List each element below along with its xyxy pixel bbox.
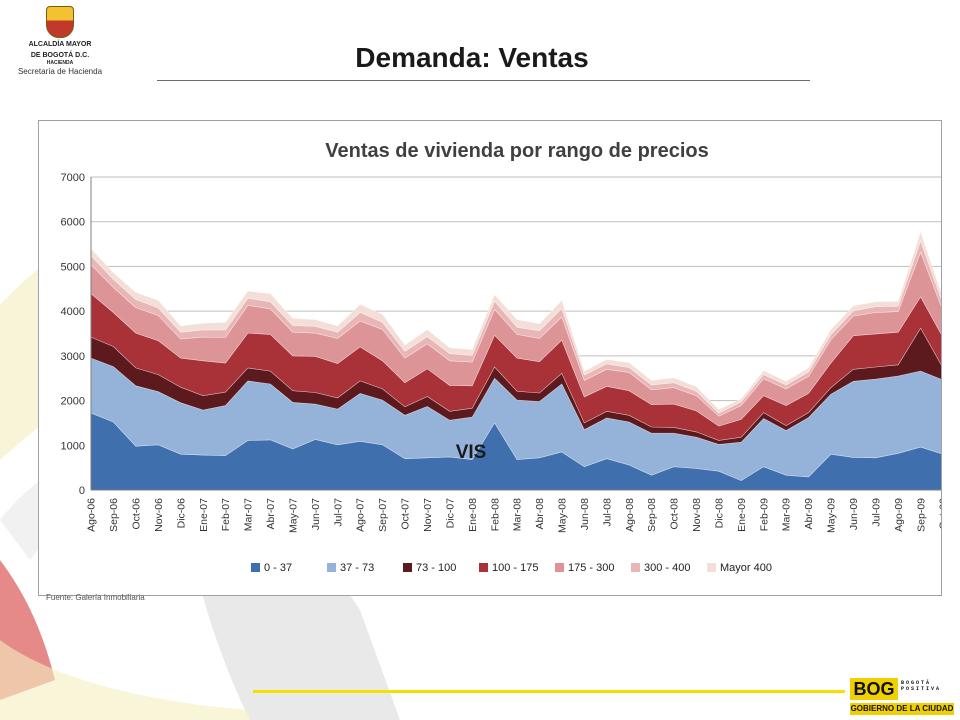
x-tick-label-27: Nov-08	[691, 498, 703, 532]
x-tick-label-36: Ago-09	[893, 498, 905, 532]
chart-title: Ventas de vivienda por rango de precios	[325, 140, 708, 162]
legend-label-4: 175 - 300	[568, 562, 614, 574]
legend-swatch-3	[479, 563, 488, 572]
legend-swatch-2	[403, 563, 412, 572]
x-tick-label-22: Jun-08	[579, 498, 591, 530]
legend-swatch-6	[707, 563, 716, 572]
x-tick-label-32: Abr-09	[803, 498, 815, 530]
x-tick-label-11: Jul-07	[332, 498, 344, 527]
y-tick-label-4: 4000	[61, 306, 85, 318]
logo-line-4: Secretaría de Hacienda	[17, 67, 103, 76]
legend-label-3: 100 - 175	[492, 562, 538, 574]
legend-swatch-0	[251, 563, 260, 572]
x-tick-label-34: Jun-09	[848, 498, 860, 530]
x-tick-label-15: Nov-07	[422, 498, 434, 532]
y-tick-label-7: 7000	[61, 172, 85, 184]
x-tick-label-26: Oct-08	[669, 498, 681, 530]
slide-title: Demanda: Ventas	[355, 42, 589, 73]
x-tick-label-12: Ago-07	[355, 498, 367, 532]
x-tick-label-35: Jul-09	[870, 498, 882, 527]
footer-divider	[253, 690, 845, 693]
x-tick-label-10: Jun-07	[310, 498, 322, 530]
x-tick-label-3: Nov-06	[153, 498, 165, 532]
x-tick-label-31: Mar-09	[781, 498, 793, 531]
x-tick-label-4: Dic-06	[175, 498, 187, 529]
x-tick-label-19: Mar-08	[512, 498, 524, 531]
legend-label-0: 0 - 37	[264, 562, 292, 574]
x-tick-label-18: Feb-08	[489, 498, 501, 531]
y-tick-label-1: 1000	[61, 440, 85, 452]
brand-sub: GOBIERNO DE LA CIUDAD	[850, 703, 954, 715]
x-tick-label-0: Ago-06	[86, 498, 98, 532]
legend-swatch-1	[327, 563, 336, 572]
x-tick-label-38: Oct-09	[938, 498, 941, 530]
alcaldia-logo: ALCALDÍA MAYOR DE BOGOTÁ D.C. HACIENDA S…	[6, 6, 114, 92]
brand-side: BOGOTÁ POSITIVA	[901, 680, 942, 692]
x-tick-label-29: Ene-09	[736, 498, 748, 532]
x-tick-label-13: Sep-07	[377, 498, 389, 532]
chart-frame: Ventas de vivienda por rango de precios 0…	[38, 120, 942, 596]
legend-label-2: 73 - 100	[416, 562, 456, 574]
brand-main: BOG	[850, 678, 898, 700]
x-tick-label-1: Sep-06	[108, 498, 120, 532]
x-tick-label-24: Ago-08	[624, 498, 636, 532]
x-tick-label-14: Oct-07	[400, 498, 412, 530]
legend-swatch-5	[631, 563, 640, 572]
x-tick-label-6: Feb-07	[220, 498, 232, 531]
y-tick-label-0: 0	[79, 485, 85, 497]
legend-swatch-4	[555, 563, 564, 572]
x-tick-label-9: May-07	[287, 498, 299, 533]
logo-line-2: DE BOGOTÁ D.C.	[30, 52, 90, 59]
x-tick-label-21: May-08	[557, 498, 569, 533]
bogota-positiva-logo: BOG BOGOTÁ POSITIVA GOBIERNO DE LA CIUDA…	[850, 678, 954, 716]
x-tick-label-7: Mar-07	[243, 498, 255, 531]
legend-label-1: 37 - 73	[340, 562, 374, 574]
logo-line-1: ALCALDÍA MAYOR	[28, 41, 92, 48]
coat-of-arms-icon	[46, 6, 74, 38]
x-tick-label-37: Sep-09	[915, 498, 927, 532]
x-tick-label-17: Ene-08	[467, 498, 479, 532]
x-tick-label-5: Ene-07	[198, 498, 210, 532]
vis-annotation: VIS	[456, 442, 487, 463]
x-tick-label-8: Abr-07	[265, 498, 277, 530]
y-tick-label-6: 6000	[61, 217, 85, 229]
y-tick-label-2: 2000	[61, 396, 85, 408]
x-tick-label-25: Sep-08	[646, 498, 658, 532]
x-tick-label-23: Jul-08	[601, 498, 613, 527]
logo-line-3: HACIENDA	[46, 60, 74, 66]
legend-label-6: Mayor 400	[720, 562, 772, 574]
source-note: Fuente: Galería Inmobiliaria	[46, 593, 145, 602]
y-tick-label-5: 5000	[61, 261, 85, 273]
x-tick-label-2: Oct-06	[131, 498, 143, 530]
y-tick-label-3: 3000	[61, 351, 85, 363]
area-series-6	[90, 231, 941, 414]
legend-label-5: 300 - 400	[644, 562, 690, 574]
x-tick-label-30: Feb-09	[758, 498, 770, 531]
stacked-area-chart: Ventas de vivienda por rango de precios 0…	[61, 140, 941, 574]
x-tick-label-28: Dic-08	[713, 498, 725, 529]
x-tick-label-16: Dic-07	[444, 498, 456, 529]
x-tick-label-20: Abr-08	[534, 498, 546, 530]
x-tick-label-33: May-09	[826, 498, 838, 533]
title-divider	[157, 80, 810, 81]
